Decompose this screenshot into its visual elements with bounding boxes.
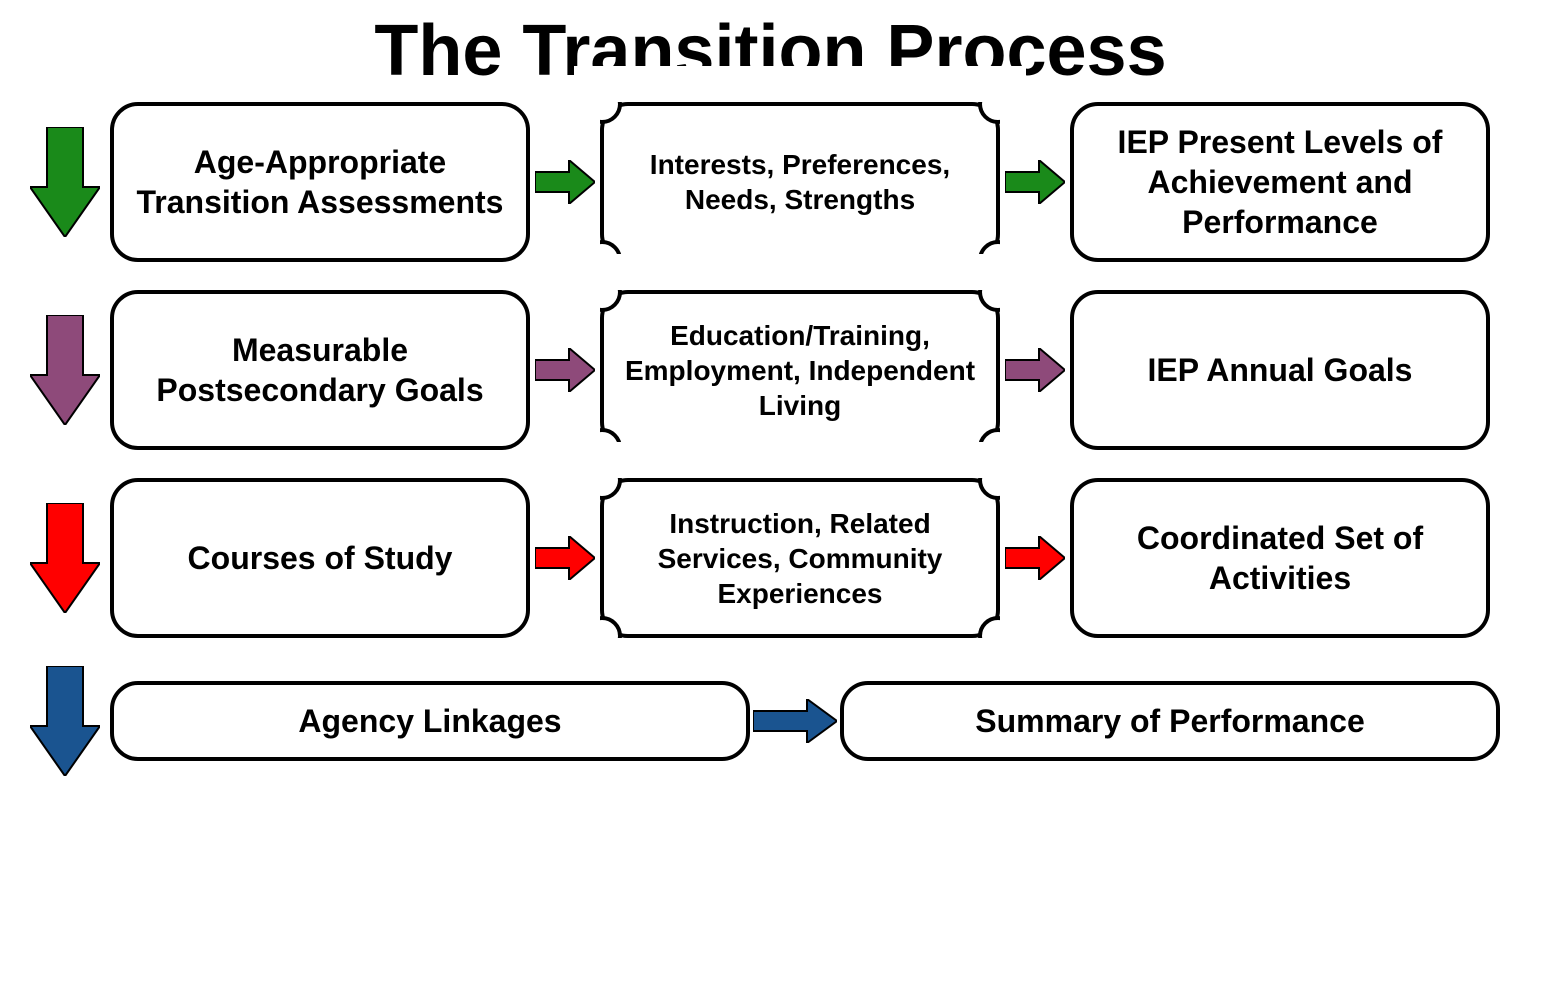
row1-mid-box: Interests, Preferences, Needs, Strengths	[600, 102, 1000, 262]
row-2: Measurable Postsecondary Goals Education…	[20, 290, 1521, 450]
arrow-right-icon	[1005, 348, 1065, 392]
down-arrow-4-slot	[20, 666, 110, 776]
row-3: Courses of Study Instruction, Related Se…	[20, 478, 1521, 638]
row3-left-box: Courses of Study	[110, 478, 530, 638]
row2-right-box: IEP Annual Goals	[1070, 290, 1490, 450]
arrow-right-icon	[535, 160, 595, 204]
row2-left-box: Measurable Postsecondary Goals	[110, 290, 530, 450]
row3-right-box: Coordinated Set of Activities	[1070, 478, 1490, 638]
row2-mid-box: Education/Training, Employment, Independ…	[600, 290, 1000, 450]
row3-right-label: Coordinated Set of Activities	[1090, 518, 1470, 598]
notch-cover	[574, 254, 1026, 290]
row1-left-label: Age-Appropriate Transition Assessments	[130, 142, 510, 222]
row1-right-label: IEP Present Levels of Achievement and Pe…	[1090, 122, 1470, 242]
row4-right-box: Summary of Performance	[840, 681, 1500, 761]
h-arrow-4-slot	[750, 699, 840, 743]
arrow-down-icon	[30, 315, 100, 425]
arrow-down-icon	[30, 503, 100, 613]
down-arrow-2-slot	[20, 315, 110, 425]
row3-mid-box: Instruction, Related Services, Community…	[600, 478, 1000, 638]
down-arrow-1-slot	[20, 127, 110, 237]
row2-mid-label: Education/Training, Employment, Independ…	[620, 318, 980, 423]
arrow-right-icon	[753, 699, 837, 743]
row1-mid-label: Interests, Preferences, Needs, Strengths	[620, 147, 980, 217]
arrow-down-icon	[30, 127, 100, 237]
arrow-right-icon	[535, 536, 595, 580]
row1-right-box: IEP Present Levels of Achievement and Pe…	[1070, 102, 1490, 262]
h-arrow-2a-slot	[530, 348, 600, 392]
row3-mid-label: Instruction, Related Services, Community…	[620, 506, 980, 611]
arrow-right-icon	[535, 348, 595, 392]
row-4: Agency Linkages Summary of Performance	[20, 666, 1521, 776]
row3-left-label: Courses of Study	[188, 538, 453, 578]
row2-right-label: IEP Annual Goals	[1148, 350, 1413, 390]
h-arrow-1b-slot	[1000, 160, 1070, 204]
notch-cover	[574, 66, 1026, 102]
row4-right-label: Summary of Performance	[975, 701, 1364, 741]
row1-left-box: Age-Appropriate Transition Assessments	[110, 102, 530, 262]
arrow-down-icon	[30, 666, 100, 776]
row-1: Age-Appropriate Transition Assessments I…	[20, 102, 1521, 262]
arrow-right-icon	[1005, 160, 1065, 204]
row4-left-box: Agency Linkages	[110, 681, 750, 761]
h-arrow-3b-slot	[1000, 536, 1070, 580]
notch-cover	[574, 638, 1026, 674]
notch-cover	[574, 442, 1026, 478]
row2-left-label: Measurable Postsecondary Goals	[130, 330, 510, 410]
h-arrow-2b-slot	[1000, 348, 1070, 392]
h-arrow-3a-slot	[530, 536, 600, 580]
h-arrow-1a-slot	[530, 160, 600, 204]
arrow-right-icon	[1005, 536, 1065, 580]
down-arrow-3-slot	[20, 503, 110, 613]
row4-left-label: Agency Linkages	[298, 701, 561, 741]
